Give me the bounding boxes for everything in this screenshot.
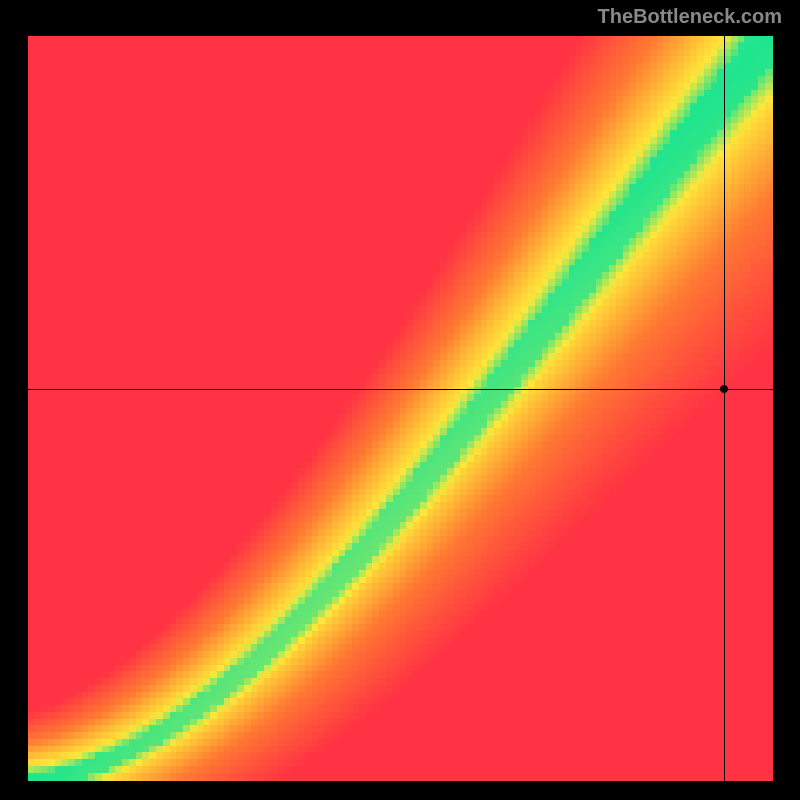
chart-container: TheBottleneck.com <box>0 0 800 800</box>
watermark-text: TheBottleneck.com <box>598 6 782 29</box>
crosshair-horizontal <box>0 389 800 390</box>
crosshair-marker <box>720 385 728 393</box>
crosshair-vertical <box>724 0 725 800</box>
heatmap-canvas <box>0 0 800 800</box>
